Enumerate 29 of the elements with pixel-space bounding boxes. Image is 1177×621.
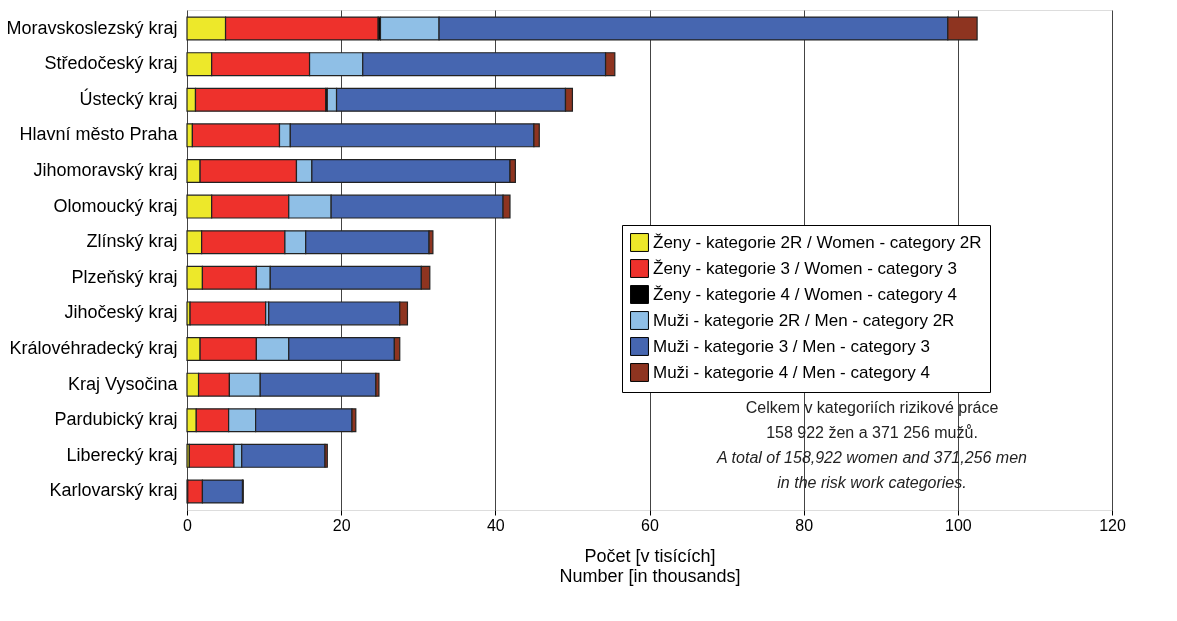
y-tick-label: Ústecký kraj xyxy=(79,87,178,109)
legend-label: Muži - kategorie 3 / Men - category 3 xyxy=(653,336,930,356)
y-tick-label: Středočeský kraj xyxy=(44,53,178,74)
legend-label: Ženy - kategorie 2R / Women - category 2R xyxy=(653,232,982,252)
legend-label: Ženy - kategorie 4 / Women - category 4 xyxy=(653,284,957,304)
x-tick-label: 80 xyxy=(795,516,814,534)
y-tick-label: Jihomoravský kraj xyxy=(33,159,178,180)
y-tick-label: Jihočeský kraj xyxy=(64,302,178,323)
y-tick-label: Olomoucký kraj xyxy=(53,195,178,216)
y-tick-label: Kraj Vysočina xyxy=(68,373,179,394)
y-tick-label: Plzeňský kraj xyxy=(71,266,178,287)
y-tick-label: Pardubický kraj xyxy=(54,409,178,430)
y-tick-label: Moravskoslezský kraj xyxy=(6,17,178,38)
y-tick-label: Liberecký kraj xyxy=(66,444,178,465)
x-tick-label: 120 xyxy=(1099,516,1126,534)
legend-label: Muži - kategorie 4 / Men - category 4 xyxy=(653,362,930,382)
legend-label: Ženy - kategorie 3 / Women - category 3 xyxy=(653,258,957,278)
x-tick-label: 100 xyxy=(944,516,972,534)
x-tick-label: 40 xyxy=(486,516,505,534)
legend-label: Muži - kategorie 2R / Men - category 2R xyxy=(653,310,955,330)
text: Počet [v tisících] xyxy=(584,545,716,566)
x-tick-label: 0 xyxy=(183,516,193,534)
y-tick-label: Královéhradecký kraj xyxy=(9,338,178,359)
y-tick-label: Karlovarský kraj xyxy=(49,480,178,501)
x-tick-label: 60 xyxy=(641,516,659,534)
y-tick-label: Hlavní město Praha xyxy=(19,124,179,145)
y-tick-label: Zlínský kraj xyxy=(86,231,178,252)
text: Number [in thousands] xyxy=(559,565,741,586)
x-tick-label: 20 xyxy=(332,516,351,534)
